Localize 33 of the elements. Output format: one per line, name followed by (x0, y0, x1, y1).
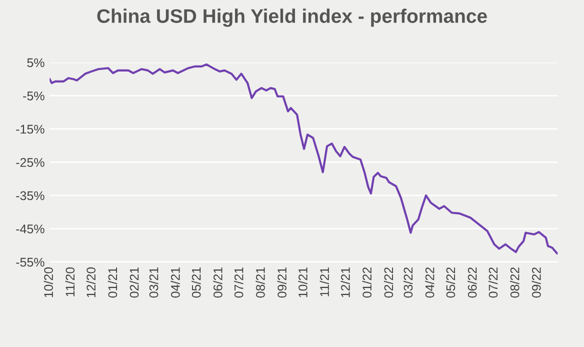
x-tick-label: 12/21 (340, 267, 350, 298)
y-tick-label: -25% (16, 158, 44, 167)
x-tick-label: 04/21 (170, 267, 180, 298)
line-series (50, 63, 558, 254)
x-tick-label: 05/21 (192, 267, 201, 298)
x-tick-label: 07/21 (234, 267, 244, 298)
y-tick-label: 5% (27, 58, 44, 68)
x-tick-label: 01/21 (108, 267, 118, 298)
x-tick-label: 03/21 (149, 267, 158, 298)
x-tick-label: 08/21 (256, 267, 265, 298)
x-tick-label: 06/22 (468, 267, 477, 298)
x-tick-label: 11/20 (65, 267, 75, 296)
x-tick-label: 10/21 (298, 267, 308, 298)
x-tick-label: 01/22 (362, 267, 372, 298)
y-tick-label: -45% (16, 224, 44, 234)
x-tick-label: 05/22 (446, 267, 456, 298)
x-tick-label: 08/22 (510, 267, 520, 298)
x-tick-label: 11/21 (320, 267, 329, 296)
x-tick-label: 04/22 (425, 267, 434, 298)
x-tick-label: 09/22 (532, 267, 541, 298)
x-tick-label: 07/22 (488, 267, 498, 298)
y-tick-label: -55% (16, 258, 44, 267)
x-tick-label: 10/20 (44, 267, 53, 298)
x-tick-label: 02/22 (384, 267, 394, 298)
x-tick-label: 02/21 (130, 267, 139, 298)
chart-title: China USD High Yield index - performance (97, 8, 487, 27)
x-tick-label: 12/20 (86, 267, 96, 298)
y-tick-label: -5% (23, 92, 44, 100)
x-tick-label: 03/22 (403, 267, 413, 298)
x-tick-label: 09/21 (277, 267, 286, 298)
x-tick-label: 06/21 (213, 267, 222, 298)
y-tick-label: -15% (16, 124, 44, 134)
y-tick-label: -35% (16, 191, 44, 200)
